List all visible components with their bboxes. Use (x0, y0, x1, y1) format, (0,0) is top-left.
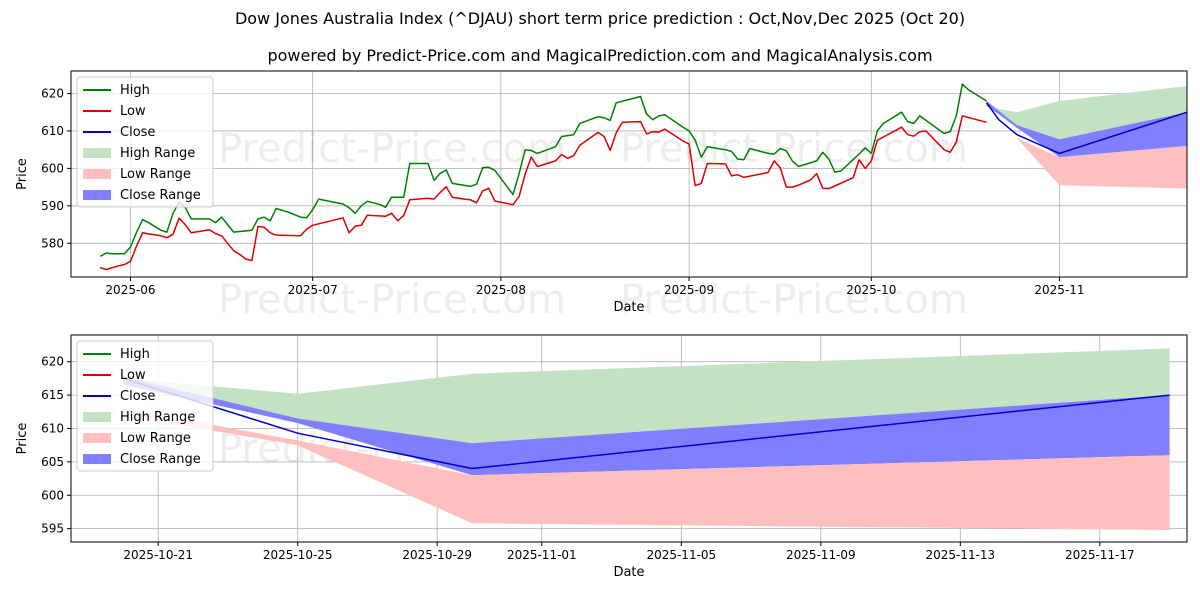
y-tick-label: 610 (41, 124, 64, 138)
legend-patch-swatch (83, 169, 111, 179)
low-range-band (986, 121, 1187, 189)
legend-patch-swatch (83, 148, 111, 158)
x-tick-label: 2025-09 (664, 283, 714, 297)
legend-entry: Low Range (120, 167, 191, 182)
y-tick-label: 595 (41, 522, 64, 536)
high-range-band (986, 86, 1187, 140)
x-tick-label: 2025-08 (476, 283, 526, 297)
x-tick-label: 2025-11-09 (786, 548, 856, 562)
legend-patch-swatch (83, 454, 111, 464)
y-tick-label: 600 (41, 161, 64, 175)
x-tick-label: 2025-10-25 (263, 548, 333, 562)
x-tick-label: 2025-11-01 (507, 548, 577, 562)
x-tick-label: 2025-11 (1034, 283, 1084, 297)
x-tick-label: 2025-06 (105, 283, 155, 297)
legend-entry: High (120, 83, 150, 98)
legend-patch-swatch (83, 190, 111, 200)
x-tick-label: 2025-11-05 (646, 548, 716, 562)
close-range-band (986, 101, 1187, 158)
watermark: Predict-Price.com (218, 126, 566, 172)
close-range-band (123, 376, 1170, 476)
y-tick-label: 615 (41, 388, 64, 402)
legend-entry: Low Range (120, 431, 191, 446)
y-tick-label: 620 (41, 355, 64, 369)
high-series-line (99, 83, 987, 258)
high-range-band (123, 348, 1170, 444)
x-tick-label: 2025-10-21 (123, 548, 193, 562)
legend-entry: Close (120, 125, 155, 140)
close-series-line (985, 102, 1188, 155)
plot-frame (70, 334, 1188, 543)
legend-patch-swatch (83, 433, 111, 443)
x-tick-label: 2025-07 (288, 283, 338, 297)
y-tick-label: 620 (41, 86, 64, 100)
y-tick-label: 600 (41, 488, 64, 502)
legend-entry: Close Range (120, 452, 201, 467)
legend-entry: High (120, 347, 150, 362)
low-series-line (99, 115, 987, 271)
y-tick-label: 605 (41, 455, 64, 469)
watermark: Predict-Price.com (620, 277, 968, 323)
legend-entry: Close (120, 389, 155, 404)
y-tick-label: 590 (41, 199, 64, 213)
legend-entry: High Range (120, 146, 195, 161)
x-axis-label: Date (613, 565, 644, 580)
x-tick-label: 2025-10-29 (402, 548, 472, 562)
y-axis-label: Price (15, 423, 30, 455)
x-tick-label: 2025-11-13 (925, 548, 995, 562)
watermark: Predict-Price.com (620, 126, 968, 172)
legend-entry: Close Range (120, 188, 201, 203)
legend-entry: Low (120, 368, 146, 383)
chart-title: Dow Jones Australia Index (^DJAU) short … (234, 9, 966, 28)
low-range-band (123, 408, 1170, 530)
x-tick-label: 2025-11-17 (1065, 548, 1135, 562)
watermark: Predict-Price.com (218, 277, 566, 323)
chart-subtitle: powered by Predict-Price.com and Magical… (267, 46, 933, 65)
legend-entry: Low (120, 104, 146, 119)
x-axis-label: Date (613, 300, 644, 315)
y-axis-label: Price (15, 158, 30, 190)
x-tick-label: 2025-10 (846, 283, 896, 297)
y-tick-label: 580 (41, 236, 64, 250)
y-tick-label: 610 (41, 421, 64, 435)
legend-patch-swatch (83, 412, 111, 422)
plot-frame (70, 70, 1188, 278)
legend-entry: High Range (120, 410, 195, 425)
